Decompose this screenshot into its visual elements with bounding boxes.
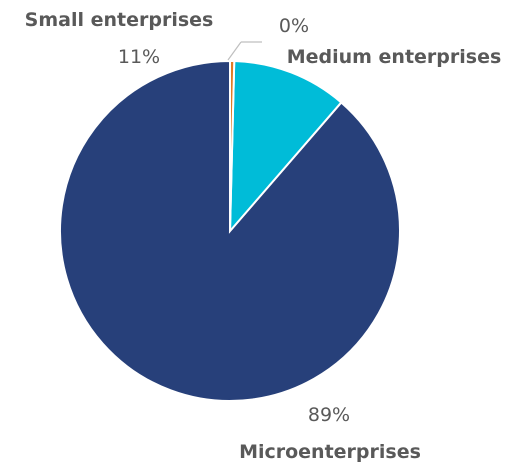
pie-slices [59,59,401,402]
label-microenterprises-name: Microenterprises [239,441,421,463]
label-small-enterprises-value: 11% [118,46,160,68]
label-small-enterprises-name: Small enterprises [25,9,214,31]
pie-slice-medium-enterprises [229,59,236,232]
leader-line-medium-enterprises [227,41,242,61]
label-microenterprises-value: 89% [308,404,350,426]
label-medium-enterprises-value: 0% [279,15,309,37]
pie-slice-small-enterprises [228,60,343,234]
label-medium-enterprises-name: Medium enterprises [287,46,502,68]
